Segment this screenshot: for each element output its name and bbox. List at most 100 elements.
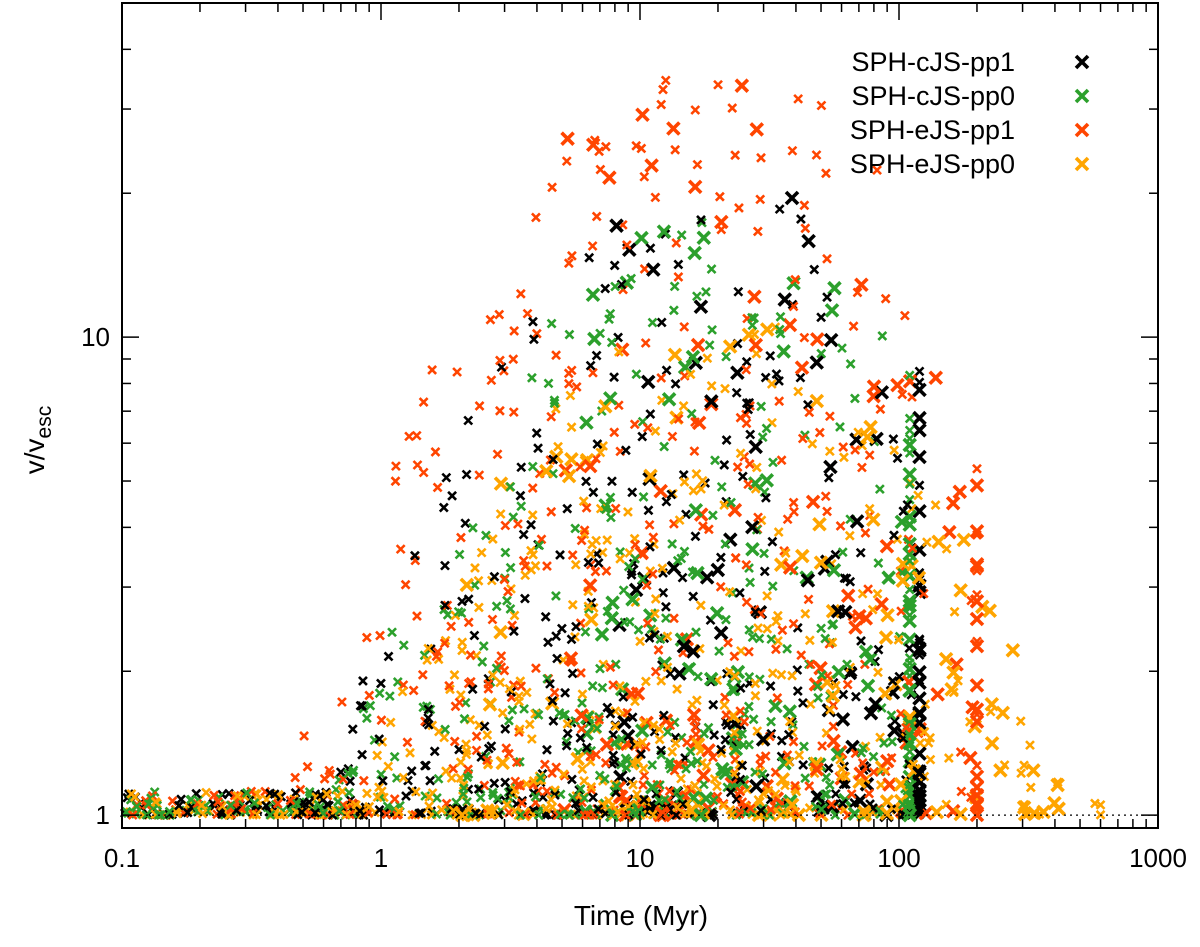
data-point — [603, 391, 618, 406]
data-point — [771, 369, 782, 379]
data-point — [584, 612, 599, 627]
data-point — [474, 400, 485, 411]
data-point — [476, 547, 487, 558]
data-point — [463, 415, 474, 426]
data-point — [895, 573, 911, 588]
data-point — [930, 687, 945, 702]
data-point — [902, 632, 917, 647]
data-point — [638, 763, 649, 774]
data-point — [563, 651, 579, 666]
data-point — [872, 588, 883, 599]
data-point — [526, 545, 536, 556]
data-point — [850, 691, 861, 702]
data-point — [887, 736, 898, 747]
data-point — [737, 728, 748, 739]
data-point — [702, 353, 713, 364]
data-point — [667, 431, 678, 442]
data-point — [577, 764, 588, 775]
data-point — [603, 796, 614, 806]
data-point — [587, 331, 602, 347]
data-point — [390, 461, 401, 472]
data-point — [150, 796, 161, 807]
data-point — [682, 737, 692, 748]
data-point — [604, 610, 620, 626]
data-point — [803, 399, 813, 410]
data-point — [531, 328, 542, 339]
data-point — [812, 516, 827, 532]
data-point — [659, 441, 670, 452]
data-point — [790, 274, 801, 285]
data-point — [864, 450, 875, 461]
data-points — [119, 75, 1106, 823]
data-point — [789, 506, 799, 517]
data-point — [674, 515, 685, 526]
data-point — [488, 790, 499, 801]
data-point — [400, 579, 411, 590]
data-point — [566, 250, 577, 261]
data-point — [531, 663, 541, 674]
data-point — [556, 623, 567, 634]
data-point — [840, 771, 851, 782]
data-point — [914, 366, 925, 377]
data-point — [824, 303, 840, 318]
data-point — [913, 490, 924, 501]
data-point — [600, 283, 611, 294]
data-point — [969, 702, 985, 717]
data-point — [406, 766, 417, 776]
data-point — [546, 794, 557, 805]
data-point — [387, 627, 397, 638]
data-point — [880, 293, 891, 304]
data-point — [777, 292, 793, 307]
data-point — [797, 433, 808, 444]
data-point — [741, 327, 757, 343]
data-point — [348, 765, 359, 776]
data-point — [633, 624, 644, 635]
data-point — [667, 539, 678, 549]
data-point — [853, 766, 868, 781]
data-point — [174, 800, 184, 811]
data-point — [693, 671, 703, 682]
data-point — [535, 772, 546, 783]
data-point — [626, 273, 637, 284]
data-point — [442, 600, 453, 611]
y-axis-label: v/vesc — [19, 406, 56, 474]
data-point — [594, 712, 604, 722]
data-point — [827, 637, 838, 648]
data-point — [433, 773, 444, 784]
data-point — [567, 792, 578, 803]
data-point — [719, 500, 730, 510]
data-point — [868, 696, 883, 712]
data-point — [696, 230, 712, 246]
data-point — [347, 724, 358, 735]
data-point — [681, 763, 691, 774]
data-point — [516, 681, 527, 692]
data-point — [486, 375, 497, 386]
data-point — [575, 732, 586, 743]
data-point — [542, 561, 552, 572]
data-point — [707, 324, 718, 335]
data-point — [364, 690, 375, 701]
data-point — [686, 408, 697, 419]
data-point — [889, 716, 900, 726]
data-point — [741, 597, 752, 608]
data-point — [823, 332, 839, 348]
data-point — [715, 581, 726, 592]
data-point — [873, 644, 884, 655]
data-point — [640, 338, 651, 348]
data-point — [898, 506, 909, 517]
data-point — [335, 767, 346, 778]
data-point — [799, 741, 809, 752]
data-point — [505, 604, 516, 614]
data-point — [795, 548, 810, 564]
data-point — [686, 707, 702, 723]
data-point — [672, 759, 683, 770]
data-point — [773, 635, 783, 646]
data-point — [424, 801, 435, 812]
data-point — [495, 677, 506, 688]
data-point — [129, 792, 140, 802]
data-point — [637, 737, 648, 748]
data-point — [735, 786, 746, 797]
data-point — [912, 449, 927, 465]
data-point — [519, 703, 529, 714]
